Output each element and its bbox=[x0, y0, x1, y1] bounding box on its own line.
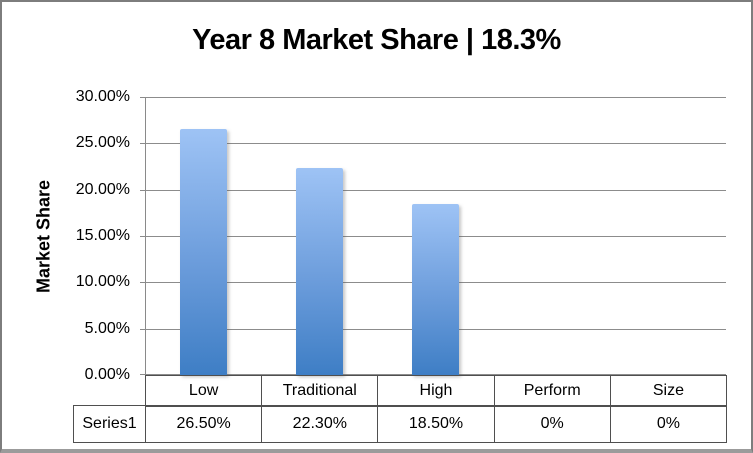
series-values-row: 26.50% 22.30% 18.50% 0% 0% bbox=[145, 405, 728, 443]
category-cell-low: Low bbox=[145, 375, 263, 407]
gridline bbox=[145, 143, 726, 145]
value-cell-traditional: 22.30% bbox=[261, 405, 379, 443]
y-axis-tickmark bbox=[140, 189, 145, 191]
y-axis-tickmark bbox=[140, 97, 145, 98]
y-tick-label: 10.00% bbox=[75, 273, 130, 291]
value-cell-size: 0% bbox=[609, 405, 728, 443]
bar-high bbox=[412, 203, 459, 375]
y-axis-tickmark bbox=[140, 282, 145, 284]
y-axis-tickmark bbox=[140, 374, 145, 375]
y-axis-tick-labels: 30.00% 25.00% 20.00% 15.00% 10.00% 5.00% 0.00% bbox=[2, 88, 136, 383]
category-header-row: Low Traditional High Perform Size bbox=[145, 375, 728, 407]
series-name-cell: Series1 bbox=[73, 405, 146, 443]
gridline bbox=[145, 189, 726, 191]
category-cell-size: Size bbox=[609, 375, 728, 407]
y-axis-tickmark bbox=[140, 236, 145, 237]
y-axis-tickmark bbox=[140, 143, 145, 145]
category-cell-traditional: Traditional bbox=[261, 375, 379, 407]
chart-title: Year 8 Market Share | 18.3% bbox=[192, 24, 561, 56]
bar-low bbox=[179, 129, 227, 375]
gridline bbox=[145, 97, 726, 98]
y-tick-label: 5.00% bbox=[84, 319, 130, 337]
y-tick-label: 20.00% bbox=[75, 180, 130, 198]
y-tick-label: 0.00% bbox=[84, 366, 130, 383]
value-cell-high: 18.50% bbox=[377, 405, 495, 443]
y-tick-label: 25.00% bbox=[75, 134, 130, 152]
y-tick-label: 15.00% bbox=[75, 227, 130, 244]
value-cell-low: 26.50% bbox=[145, 405, 263, 443]
category-cell-high: High bbox=[377, 375, 495, 407]
y-axis-tickmark bbox=[140, 328, 145, 330]
plot-area bbox=[140, 97, 726, 375]
y-tick-label: 30.00% bbox=[75, 88, 130, 105]
bar-traditional bbox=[295, 168, 343, 375]
value-cell-perform: 0% bbox=[493, 405, 611, 443]
category-cell-perform: Perform bbox=[493, 375, 611, 407]
